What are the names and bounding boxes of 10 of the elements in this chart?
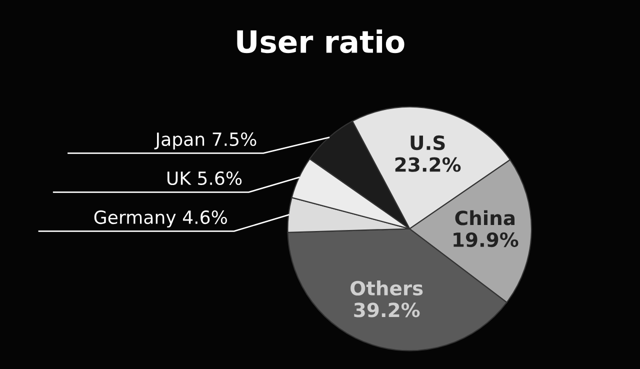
slice-label: Others [350,280,423,296]
slice-label: UK 5.6% [167,171,242,186]
data-label: 23.2% [395,157,461,172]
chart-title: User ratio [237,29,404,54]
slice-label: U.S [410,135,445,150]
data-label: 19.9% [454,232,518,248]
slice-label: Germany 4.6% [94,210,227,228]
data-label: 39.2% [354,302,420,318]
slice-label: Japan 7.5% [154,132,256,150]
slice-label: China [455,210,515,226]
